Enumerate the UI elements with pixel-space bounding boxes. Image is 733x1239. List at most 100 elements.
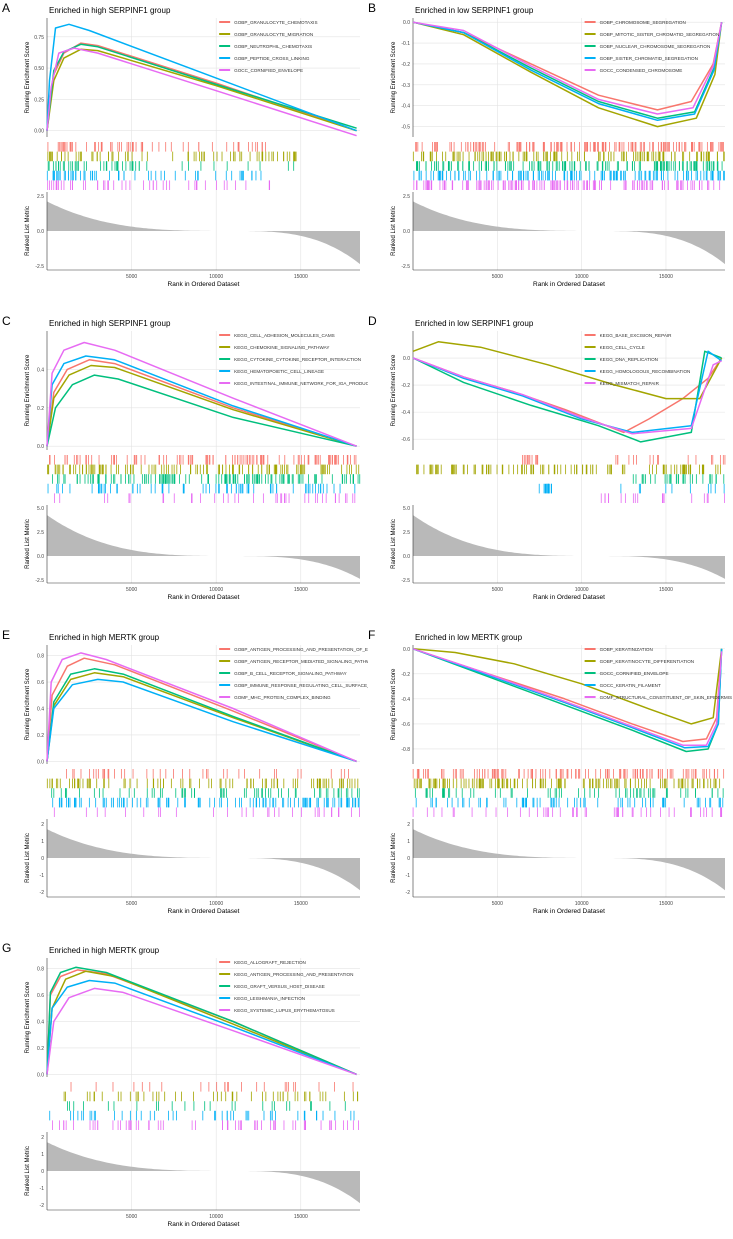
metric-tick-label: -2.5 [35,264,44,270]
legend-label: KEGG_SYSTEMIC_LUPUS_ERYTHEMATOSUS [234,1008,335,1013]
series-line [412,21,723,128]
metric-tick-label: -2.5 [401,264,410,270]
y-tick-label: -0.5 [401,125,410,131]
metric-tick-label: 5.0 [403,506,410,512]
y-tick-label: 0.2 [37,733,44,739]
y-tick-label: 0.2 [37,1046,44,1052]
panel-label: D [368,314,377,328]
gsea-panel-e: E Enriched in high MERTK group 0.0 0.2 0.4 0.… [2,628,368,915]
x-tick-label: 10000 [209,1214,223,1220]
metric-tick-label: 0.0 [37,229,44,235]
ranked-metric-area [47,201,360,265]
x-axis-title: Rank in Ordered Dataset [533,594,605,601]
legend-label: GOBP_B_CELL_RECEPTOR_SIGNALING_PATHWAY [234,671,347,676]
legend-label: KEGG_ANTIGEN_PROCESSING_AND_PRESENTATION [234,972,353,977]
y-tick-label: 0.8 [37,967,44,973]
x-tick-label: 10000 [209,274,223,280]
legend-label: GOCC_KERATIN_FILAMENT [600,683,661,688]
panel-title: Enriched in high MERTK group [49,946,160,955]
ranked-metric-area [413,515,725,579]
ranked-metric-area [47,1142,360,1204]
x-tick-label: 10000 [575,274,589,280]
y-tick-label: 0.50 [34,66,44,72]
hit-row [414,788,724,798]
hit-row [51,788,360,798]
hit-row [522,455,726,465]
es-axis-title: Running Enrichment Score [25,41,31,113]
panel-label: G [2,941,11,955]
hit-row [52,797,360,808]
metric-tick-label: -2 [40,890,45,896]
series-line [46,374,357,447]
series-line [46,364,357,447]
series-line [46,657,357,763]
ranked-metric-area [413,201,725,265]
metric-tick-label: 2.5 [37,530,44,536]
legend-label: GOBP_CHROMOSOME_SEGREGATION [600,20,686,25]
hit-row [63,1091,359,1102]
hit-row [46,170,262,181]
series-line [46,979,357,1076]
es-axis-title: Running Enrichment Score [25,981,31,1053]
legend-label: KEGG_BASE_EXCISION_REPAIR [600,333,673,338]
gsea-panel-d: D Enriched in low SERPINF1 group 0.0 -0.2 -0… [368,314,726,601]
metric-tick-label: -2.5 [401,578,410,584]
metric-tick-label: 5.0 [37,506,44,512]
panel-label: A [2,1,10,15]
hit-row [600,493,725,503]
panel-title: Enriched in high SERPINF1 group [49,319,171,328]
es-axis-title: Running Enrichment Score [391,41,397,113]
legend-label: GOBP_GRANULOCYTE_CHEMOTAXIS [234,20,317,25]
ranked-metric-area [47,515,360,579]
legend-label: KEGG_LEISHMANIA_INFECTION [234,996,305,1001]
y-tick-label: -0.6 [401,722,410,728]
hit-row [538,483,725,494]
hit-row [47,180,271,190]
legend-label: KEGG_GRAFT_VERSUS_HOST_DISEASE [234,984,325,989]
series-line [412,350,722,443]
x-tick-label: 10000 [209,587,223,593]
x-tick-label: 5000 [126,274,137,280]
hit-row [632,474,725,484]
metric-tick-label: 1 [41,839,44,845]
gsea-panel-a: A Enriched in high SERPINF1 group 0.00 0.25… [2,1,360,288]
legend-label: GOCC_CORNIFIED_ENVELOPE [234,68,303,73]
metric-tick-label: 0.0 [37,554,44,560]
x-tick-label: 5000 [126,901,137,907]
series-line [46,668,357,763]
hit-row [415,797,724,808]
metric-tick-label: 0.0 [403,229,410,235]
series-line [412,350,723,434]
x-axis-title: Rank in Ordered Dataset [168,908,240,915]
series-line [412,357,722,435]
series-line [46,48,357,132]
series-line [412,648,723,725]
panel-label: F [368,628,375,642]
y-tick-label: 0.4 [37,706,44,712]
hit-row [53,807,360,817]
hit-row [49,455,357,465]
series-line [46,652,357,763]
metric-tick-label: -1 [40,873,45,879]
y-tick-label: 0.0 [403,20,410,26]
legend-label: GOBP_GRANULOCYTE_MIGRATION [234,32,313,37]
panel-label: C [2,314,11,328]
legend-label: GOBP_KERATINIZATION [600,647,653,652]
y-tick-label: 0.4 [37,367,44,373]
hit-row [413,180,721,190]
gsea-panel-g: G Enriched in high MERTK group 0.0 0.2 0.4 0.… [2,941,360,1228]
legend-label: GOBP_ANTIGEN_PROCESSING_AND_PRESENTATION… [234,647,368,652]
series-line [46,341,357,447]
x-tick-label: 5000 [126,1214,137,1220]
hit-row [412,151,725,162]
panel-label: B [368,1,376,15]
x-tick-label: 15000 [294,1214,308,1220]
series-line [412,648,723,746]
x-tick-label: 15000 [659,274,673,280]
y-tick-label: 0.0 [403,356,410,362]
x-tick-label: 5000 [492,901,503,907]
panel-title: Enriched in high SERPINF1 group [49,6,171,15]
hit-row [66,769,349,779]
legend-label: GOBP_ANTIGEN_RECEPTOR_MEDIATED_SIGNALING… [234,659,368,664]
x-tick-label: 10000 [209,901,223,907]
